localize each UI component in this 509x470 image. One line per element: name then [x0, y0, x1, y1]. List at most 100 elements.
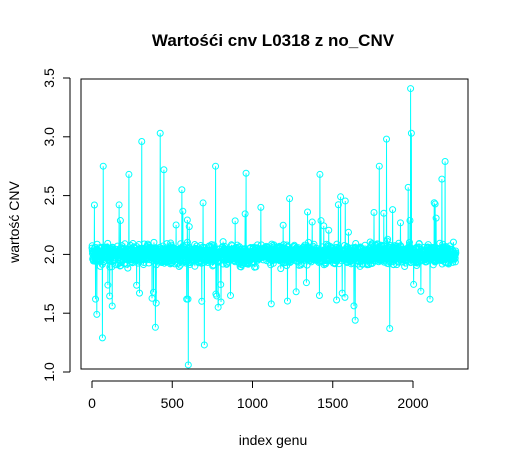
data-point	[184, 361, 192, 369]
data-point	[426, 295, 434, 303]
data-point	[410, 280, 418, 288]
data-point	[184, 295, 192, 303]
data-point	[431, 200, 439, 208]
data-point	[333, 240, 341, 248]
data-point	[151, 323, 159, 331]
y-tick-label: 2.5	[41, 186, 57, 206]
x-tick-label: 1000	[237, 395, 268, 411]
data-point	[302, 279, 310, 287]
x-tick-label: 1500	[317, 395, 348, 411]
data-point	[380, 209, 388, 217]
data-point	[241, 210, 249, 218]
data-point	[183, 241, 191, 249]
data-point	[252, 263, 260, 271]
data-point	[277, 265, 285, 273]
data-point	[333, 296, 341, 304]
y-axis-label: wartość CNV	[6, 180, 22, 263]
data-point	[315, 292, 323, 300]
data-point	[185, 223, 193, 231]
y-tick-label: 3.0	[41, 127, 57, 147]
data-point	[183, 216, 191, 224]
data-point	[92, 295, 100, 303]
data-point	[198, 297, 206, 305]
series-markers	[88, 85, 460, 369]
data-point	[350, 302, 358, 310]
data-point	[406, 217, 414, 225]
data-point	[370, 209, 378, 217]
data-point	[99, 162, 107, 170]
data-point	[404, 183, 412, 191]
data-point	[217, 298, 225, 306]
data-point	[104, 239, 112, 247]
data-point	[145, 259, 153, 267]
data-point	[304, 208, 312, 216]
data-point	[124, 264, 132, 272]
data-point	[375, 162, 383, 170]
data-point	[219, 238, 227, 246]
x-tick-label: 2000	[397, 395, 428, 411]
data-point	[227, 292, 235, 300]
data-point	[344, 228, 352, 236]
chart-title: Wartośći cnv L0318 z no_CNV	[152, 31, 395, 50]
data-point	[341, 197, 349, 205]
y-tick-label: 3.5	[41, 68, 57, 88]
data-point	[449, 238, 457, 246]
data-point	[451, 258, 459, 266]
data-point	[200, 341, 208, 349]
data-point	[308, 218, 316, 226]
data-point	[199, 199, 207, 207]
data-point	[108, 263, 116, 271]
data-point	[213, 292, 221, 300]
data-point	[283, 297, 291, 305]
y-tick-label: 1.0	[41, 362, 57, 382]
data-point	[191, 262, 199, 270]
data-point	[133, 281, 141, 289]
data-point	[257, 203, 265, 211]
data-point	[217, 281, 225, 289]
data-point	[179, 207, 187, 215]
data-point	[156, 129, 164, 137]
data-point	[396, 219, 404, 227]
data-point	[386, 324, 394, 332]
data-point	[341, 293, 349, 301]
data-point	[292, 288, 300, 296]
series-line	[91, 88, 457, 365]
data-point	[172, 221, 180, 229]
data-point	[351, 316, 359, 324]
data-point	[438, 175, 446, 183]
data-point	[407, 85, 415, 93]
data-point	[116, 217, 124, 225]
data-point	[267, 300, 275, 308]
data-point	[108, 302, 116, 310]
plot-area	[88, 85, 460, 369]
data-point	[209, 262, 217, 270]
data-point	[325, 226, 333, 234]
data-point	[320, 222, 328, 230]
x-tick-label: 0	[88, 395, 96, 411]
data-point	[432, 214, 440, 222]
data-point	[125, 170, 133, 178]
data-point	[175, 263, 183, 271]
data-point	[93, 310, 101, 318]
data-point	[415, 240, 423, 248]
data-point	[212, 162, 220, 170]
data-point	[316, 170, 324, 178]
data-point	[178, 186, 186, 194]
data-point	[152, 299, 160, 307]
data-point	[334, 201, 342, 209]
data-point	[430, 199, 438, 207]
y-tick-label: 2.0	[41, 244, 57, 264]
x-tick-label: 500	[161, 395, 185, 411]
data-point	[90, 201, 98, 209]
data-point	[337, 193, 345, 201]
data-point	[452, 249, 460, 257]
y-tick-label: 1.5	[41, 303, 57, 323]
data-point	[214, 303, 222, 311]
data-point	[160, 166, 168, 174]
plot-frame	[80, 78, 469, 370]
data-point	[115, 201, 123, 209]
data-point	[384, 235, 392, 243]
data-point	[104, 281, 112, 289]
x-axis-label: index genu	[239, 432, 308, 448]
data-point	[383, 135, 391, 143]
